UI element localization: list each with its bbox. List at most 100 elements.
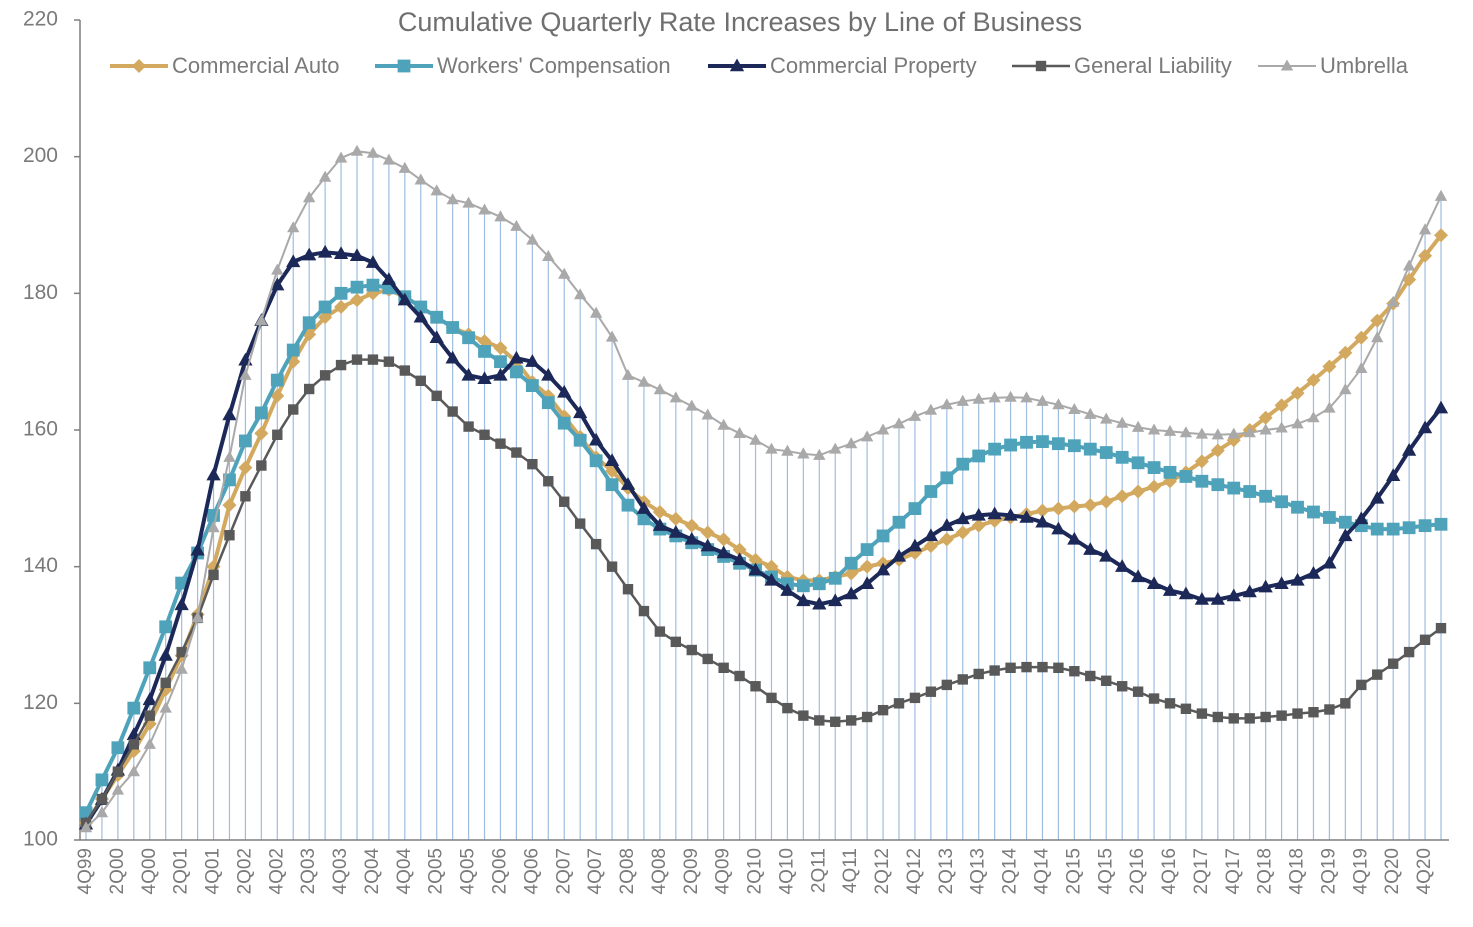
marker [270,373,284,387]
marker [588,432,604,446]
x-tick-label: 4Q11 [840,848,861,893]
marker [240,491,251,502]
marker [1036,435,1049,449]
x-tick-label: 2Q00 [107,848,128,894]
x-tick-label: 2Q12 [872,848,893,894]
x-tick-label: 2Q16 [1127,848,1148,894]
marker [1067,439,1081,453]
marker [892,417,906,429]
marker [1323,511,1336,524]
marker [446,321,460,334]
marker [1306,373,1321,388]
marker [1195,427,1209,439]
marker [766,692,777,704]
marker [430,310,444,324]
marker [1211,478,1225,492]
marker [462,196,475,208]
marker [1258,410,1273,425]
marker [1099,494,1114,509]
marker [1322,359,1337,374]
marker [620,477,636,490]
marker [1083,542,1098,555]
series [79,228,1448,830]
x-tick-label: 4Q19 [1350,848,1371,894]
marker [1053,662,1064,673]
marker [111,741,125,755]
marker [160,677,171,689]
marker [1322,555,1337,569]
marker [860,430,874,442]
marker [670,636,682,648]
x-tick-label: 4Q01 [203,848,224,894]
marker [1290,386,1305,401]
marker [1162,583,1178,596]
marker [1308,707,1319,718]
marker [1131,420,1145,432]
marker [303,191,316,203]
marker [1290,572,1305,586]
marker [748,552,763,567]
marker [1101,675,1112,686]
marker [1338,515,1352,529]
marker [431,390,442,402]
marker [1194,591,1210,605]
marker [239,368,252,380]
marker [1386,522,1400,536]
marker [1180,703,1192,714]
marker [734,670,745,682]
marker [876,529,890,543]
marker [1275,421,1288,433]
y-tick-label: 180 [23,281,58,304]
marker [462,331,475,345]
marker [1354,511,1369,525]
x-tick-label: 2Q08 [617,848,638,894]
marker [223,473,236,487]
x-tick-label: 2Q05 [426,848,447,894]
marker [413,309,428,323]
x-tick-label: 4Q14 [1031,848,1052,895]
marker [159,701,172,713]
marker [988,391,1001,403]
marker [302,316,316,330]
marker [174,597,189,611]
marker [1258,579,1273,593]
marker [685,399,698,411]
x-tick-label: 2Q19 [1318,848,1339,894]
marker [445,350,460,364]
x-tick-label: 4Q05 [458,848,479,894]
x-tick-label: 4Q99 [75,848,96,894]
marker [176,646,187,658]
marker [1147,479,1162,494]
series-layer [78,144,1449,833]
marker [414,173,427,185]
marker [1417,420,1433,434]
x-tick-label: 2Q09 [681,848,702,894]
series [79,144,1448,833]
marker [1020,391,1033,403]
marker [302,247,317,261]
marker [1307,505,1320,519]
marker [1021,661,1032,673]
marker [845,715,857,726]
marker [764,572,779,586]
marker [79,821,93,833]
marker [1355,362,1368,374]
y-tick-label: 220 [23,8,58,31]
marker [1004,390,1017,402]
x-tick-label: 4Q06 [521,848,542,894]
marker [383,356,395,367]
marker [1403,646,1415,658]
marker [1242,584,1257,598]
marker [1402,521,1416,535]
marker [716,532,731,547]
marker [653,383,667,395]
marker [1434,189,1448,201]
marker [430,184,443,196]
marker [956,457,970,471]
marker [1259,423,1272,435]
marker [1179,470,1193,483]
marker [1195,474,1209,488]
marker [543,476,554,487]
x-tick-label: 2Q01 [171,848,192,894]
marker [669,391,682,403]
